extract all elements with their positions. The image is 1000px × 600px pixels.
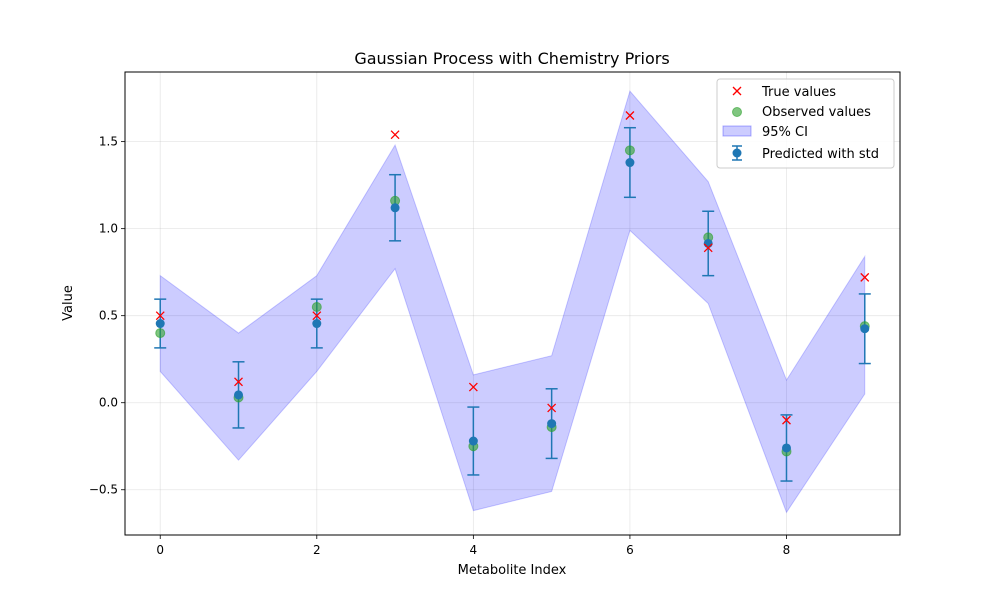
ci-band bbox=[159, 90, 866, 514]
y-axis-label: Value bbox=[61, 285, 76, 321]
observed-point bbox=[155, 328, 166, 339]
x-tick-label: 6 bbox=[626, 543, 634, 557]
legend-label-ci: 95% CI bbox=[762, 125, 808, 140]
predicted-point bbox=[155, 319, 165, 329]
true-marker-stroke bbox=[390, 130, 400, 140]
true-value-marker bbox=[625, 111, 635, 120]
true-marker-stroke bbox=[547, 403, 557, 413]
predicted-point bbox=[781, 443, 791, 453]
true-marker-stroke bbox=[155, 311, 165, 321]
x-axis-ticks: 0 2 4 6 8 bbox=[156, 535, 790, 557]
x-tick-label: 2 bbox=[313, 543, 321, 557]
legend-entry-ci: 95% CI bbox=[722, 125, 808, 140]
true-marker-stroke bbox=[625, 111, 635, 120]
true-value-marker bbox=[782, 415, 791, 425]
predicted-point bbox=[625, 158, 635, 168]
true-marker-stroke bbox=[468, 382, 478, 392]
plot-frame bbox=[124, 71, 901, 536]
legend-x-marker-icon bbox=[732, 86, 742, 96]
true-value-marker bbox=[547, 403, 557, 413]
predicted-point bbox=[234, 390, 244, 400]
legend-band-swatch-icon bbox=[722, 125, 752, 137]
true-value-marker bbox=[468, 382, 478, 392]
legend-label-predicted: Predicted with std bbox=[762, 147, 879, 162]
true-marker-stroke bbox=[782, 415, 791, 425]
true-value-marker bbox=[312, 311, 322, 321]
legend-errorbar-icon bbox=[732, 145, 742, 161]
true-marker-stroke bbox=[860, 272, 870, 282]
x-tick-label: 0 bbox=[156, 543, 164, 557]
true-value-marker bbox=[390, 130, 400, 140]
true-value-marker bbox=[860, 272, 870, 282]
y-tick-label: 0.0 bbox=[99, 396, 118, 410]
x-tick-label: 8 bbox=[783, 543, 791, 557]
predicted-point bbox=[390, 203, 400, 213]
true-values-layer bbox=[155, 111, 870, 425]
legend-label-observed-values: Observed values bbox=[762, 105, 871, 120]
legend-box bbox=[716, 78, 895, 169]
predicted-point bbox=[468, 436, 478, 446]
y-tick-label: 1.0 bbox=[99, 222, 118, 236]
y-tick-label: −0.5 bbox=[89, 483, 118, 497]
predicted-point bbox=[312, 319, 322, 329]
predicted-point bbox=[703, 238, 713, 248]
true-value-marker bbox=[155, 311, 165, 321]
true-marker-stroke bbox=[703, 243, 713, 253]
legend-entry-observed-values: Observed values bbox=[732, 105, 871, 120]
true-marker-stroke bbox=[312, 311, 322, 321]
x-axis-label: Metabolite Index bbox=[458, 563, 567, 578]
true-value-marker bbox=[234, 377, 243, 387]
ci-band-layer bbox=[159, 90, 866, 514]
predicted-point bbox=[860, 324, 870, 334]
y-tick-label: 1.5 bbox=[99, 135, 118, 149]
chart-title: Gaussian Process with Chemistry Priors bbox=[354, 49, 669, 68]
observed-point bbox=[624, 145, 635, 156]
x-tick-label: 4 bbox=[470, 543, 478, 557]
true-value-marker bbox=[703, 243, 713, 253]
y-tick-label: 0.5 bbox=[99, 309, 118, 323]
legend-entry-predicted: Predicted with std bbox=[732, 145, 879, 162]
legend: True values Observed values 95% CI Predi… bbox=[716, 78, 895, 169]
observed-point bbox=[311, 301, 322, 312]
true-marker-stroke bbox=[234, 377, 243, 387]
legend-label-true-values: True values bbox=[761, 85, 836, 100]
y-axis-ticks: −0.5 0.0 0.5 1.0 1.5 bbox=[89, 135, 125, 497]
legend-entry-true-values: True values bbox=[732, 85, 836, 100]
predicted-point bbox=[547, 419, 557, 429]
legend-circle-marker-icon bbox=[732, 107, 742, 117]
